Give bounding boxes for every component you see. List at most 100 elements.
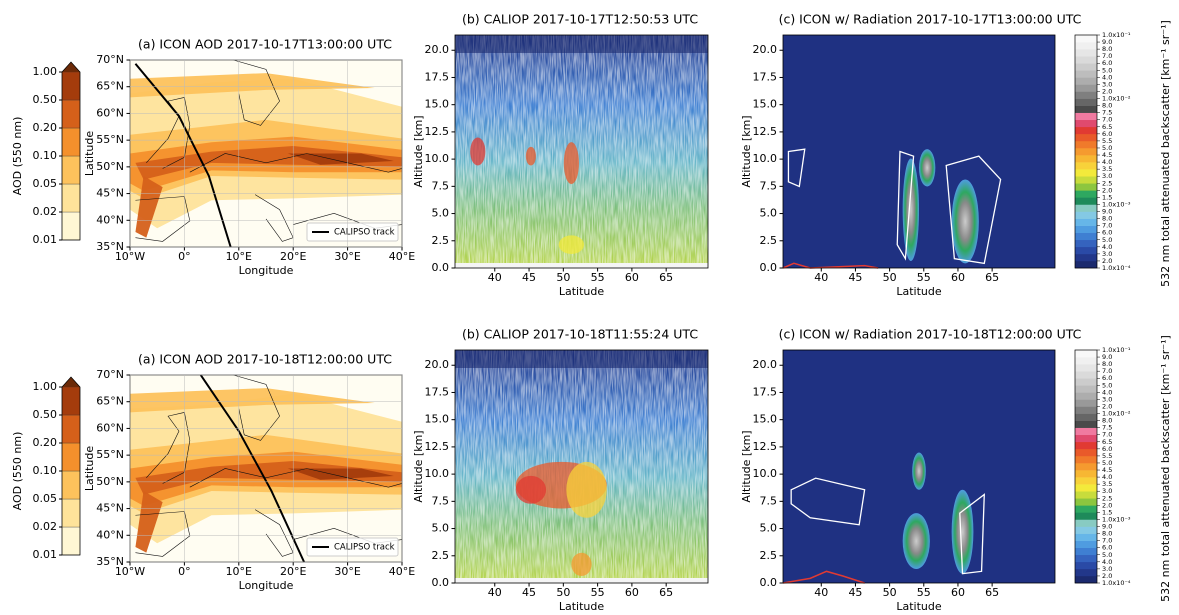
colorbar-tick-label: 1.5 — [1102, 193, 1112, 201]
colorbar-level — [1075, 441, 1097, 450]
colorbar-tick-label: 1.0x10⁻¹ — [1102, 31, 1131, 39]
colorbar-tick-label: 1.0x10⁻² — [1102, 410, 1131, 418]
y-tick-label: 20.0 — [425, 43, 450, 56]
colorbar-level — [1075, 91, 1097, 99]
colorbar-level — [61, 442, 81, 472]
colorbar-level — [1075, 140, 1097, 149]
x-tick-label: 10°W — [115, 250, 145, 263]
colorbar-level — [1075, 246, 1097, 255]
coastline — [189, 153, 403, 173]
aerosol-layer — [566, 461, 607, 518]
chart-title: (b) CALIOP 2017-10-18T11:55:24 UTC — [462, 327, 698, 342]
colorbar-tick-label: 0.10 — [33, 149, 58, 162]
colorbar-level — [1075, 392, 1097, 400]
colorbar-tick-label: 4.0 — [1102, 243, 1112, 251]
colorbar-level — [1075, 56, 1097, 64]
colorbar-level — [61, 498, 81, 528]
y-axis-label: Altitude [km] — [740, 430, 753, 502]
y-tick-label: 10.0 — [753, 467, 778, 480]
y-tick-label: 10.0 — [425, 152, 450, 165]
y-axis-label: Altitude [km] — [740, 115, 753, 187]
aod-plume — [130, 73, 375, 98]
cloud-contour — [787, 148, 806, 188]
colorbar-level — [1075, 225, 1097, 233]
colorbar-level — [61, 526, 81, 556]
colorbar-tick-label: 0.10 — [33, 464, 58, 477]
colorbar-level — [1075, 519, 1097, 527]
colorbar-level — [1075, 197, 1097, 205]
y-axis-label: Latitude — [83, 446, 96, 492]
y-tick-label: 15.0 — [753, 98, 778, 111]
colorbar-level — [1075, 190, 1097, 198]
legend-label: CALIPSO track — [334, 543, 395, 553]
y-tick-label: 40°N — [96, 528, 124, 541]
x-axis-label: Latitude — [559, 285, 605, 298]
legend-box — [306, 537, 399, 557]
colorbar-tick-label: 5.0 — [1102, 66, 1112, 74]
colorbar-tick-label: 3.5 — [1102, 165, 1112, 173]
colorbar-level — [1075, 239, 1097, 248]
colorbar-level — [61, 155, 81, 185]
x-axis-label: Latitude — [559, 600, 605, 613]
colorbar-tick-label: 1.0x10⁻³ — [1102, 515, 1131, 523]
colorbar-tick-label: 3.0 — [1102, 565, 1112, 573]
aerosol-layer — [558, 235, 585, 255]
colorbar-level — [1075, 105, 1097, 113]
colorbar-level — [1075, 35, 1097, 43]
colorbar-label: 532 nm total attenuated backscatter [km⁻… — [1159, 335, 1172, 602]
y-tick-label: 55°N — [96, 448, 124, 461]
x-tick-label: 0° — [178, 565, 191, 578]
x-tick-label: 65 — [659, 271, 673, 284]
aerosol-layer — [515, 475, 547, 504]
coastline — [189, 468, 403, 488]
colorbar-tick-label: 5.0 — [1102, 236, 1112, 244]
lidar-field — [455, 350, 708, 583]
colorbar-level — [1075, 162, 1097, 170]
colorbar-level — [1075, 498, 1097, 506]
x-tick-label: 45 — [522, 586, 536, 599]
colorbar-level — [1075, 462, 1097, 471]
colorbar-level — [61, 470, 81, 500]
axes-frame — [454, 349, 709, 584]
colorbar-tick-label: 4.5 — [1102, 466, 1112, 474]
colorbar-tick-label: 2.0 — [1102, 501, 1112, 509]
y-tick-label: 2.5 — [760, 549, 778, 562]
x-tick-label: 40°E — [389, 250, 415, 263]
y-tick-label: 2.5 — [432, 549, 450, 562]
aod-plume — [135, 175, 163, 238]
colorbar-tick-label: 4.0 — [1102, 388, 1112, 396]
model-plume — [951, 489, 974, 574]
aod-plume — [287, 468, 394, 480]
colorbar-tick-label: 8.0 — [1102, 417, 1112, 425]
y-tick-label: 5.0 — [760, 522, 778, 535]
y-tick-label: 20.0 — [753, 358, 778, 371]
x-tick-label: 60 — [951, 586, 965, 599]
y-tick-label: 17.5 — [753, 70, 778, 83]
colorbar-level — [61, 71, 81, 101]
x-tick-label: 40 — [814, 586, 828, 599]
model-plume — [951, 179, 979, 264]
colorbar-level — [1075, 42, 1097, 50]
y-tick-label: 60°N — [96, 421, 124, 434]
colorbar-level — [1075, 133, 1097, 142]
y-tick-label: 35°N — [96, 555, 124, 568]
colorbar-level — [1075, 477, 1097, 485]
colorbar-level — [61, 127, 81, 157]
colorbar-level — [1075, 357, 1097, 365]
x-axis-label: Latitude — [896, 600, 942, 613]
aerosol-layer — [563, 142, 579, 185]
colorbar-level — [1075, 526, 1097, 534]
colorbar-tick-label: 0.01 — [33, 548, 58, 561]
colorbar-level — [61, 211, 81, 241]
colorbar-tick-label: 1.00 — [33, 65, 58, 78]
x-tick-label: 55 — [591, 271, 605, 284]
legend-label: CALIPSO track — [334, 228, 395, 238]
colorbar-level — [1075, 232, 1097, 241]
colorbar-level — [1075, 484, 1097, 492]
colorbar-tick-label: 2.5 — [1102, 494, 1112, 502]
colorbar-tick-label: 7.0 — [1102, 537, 1112, 545]
colorbar-tick-label: 2.0 — [1102, 186, 1112, 194]
aerosol-layer — [470, 137, 486, 166]
y-tick-label: 7.5 — [760, 494, 778, 507]
noise-top — [455, 350, 708, 368]
